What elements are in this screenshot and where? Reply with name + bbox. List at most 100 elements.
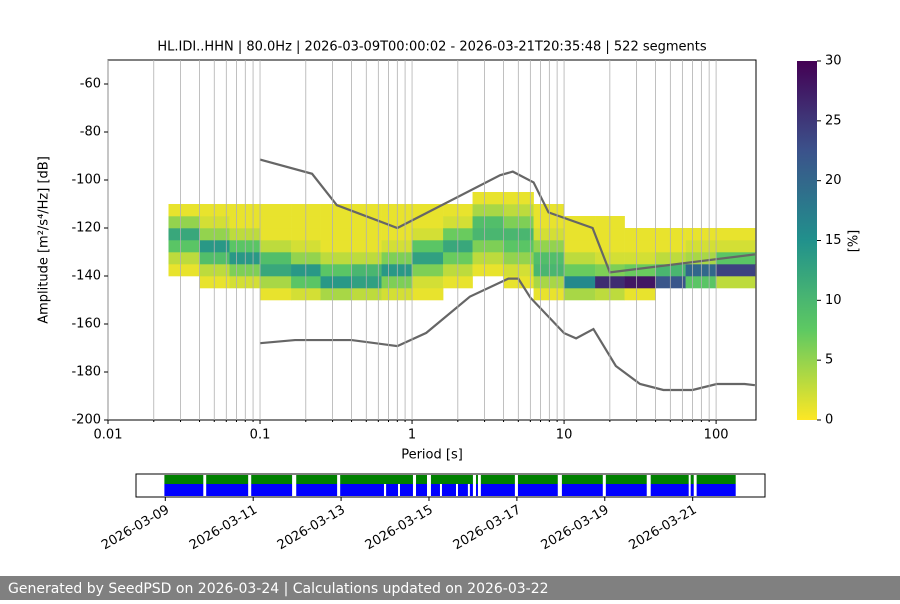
heat-cell xyxy=(716,264,756,277)
heat-cell xyxy=(320,264,352,277)
y-tick-label: -100 xyxy=(71,173,101,188)
availability-segment xyxy=(517,484,558,496)
availability-segment xyxy=(690,484,694,496)
availability-segment xyxy=(441,484,456,496)
heat-cell xyxy=(412,228,444,241)
availability-segment xyxy=(561,475,603,484)
heat-cell xyxy=(168,216,200,229)
x-tick-label: 0.01 xyxy=(94,428,123,443)
availability-segment xyxy=(469,484,473,496)
colorbar-tick-label: 25 xyxy=(825,113,842,128)
availability-segment xyxy=(605,475,647,484)
availability-segment xyxy=(430,484,440,496)
heat-cell xyxy=(503,216,534,229)
availability-segment xyxy=(164,484,204,496)
heat-cell xyxy=(351,204,382,217)
heat-cell xyxy=(260,276,292,289)
availability-segment xyxy=(561,484,603,496)
availability-segment xyxy=(399,484,413,496)
availability-segment xyxy=(206,475,249,484)
availability-segment xyxy=(650,484,689,496)
heat-cell xyxy=(564,276,596,289)
y-tick-label: -180 xyxy=(71,365,101,380)
heat-cell xyxy=(564,264,596,277)
heat-cell xyxy=(503,204,534,217)
heat-cell xyxy=(472,204,504,217)
x-tick-label: 2026-03-09 xyxy=(99,503,172,554)
y-tick-label: -80 xyxy=(80,125,101,140)
availability-segment xyxy=(475,484,478,496)
heat-cell xyxy=(412,264,444,277)
heat-cell xyxy=(351,276,382,289)
availability-segment xyxy=(340,475,413,484)
availability-segment xyxy=(416,475,428,484)
availability-segment xyxy=(690,475,694,484)
heat-cell xyxy=(320,288,352,301)
y-tick-label: -160 xyxy=(71,317,101,332)
heat-cell xyxy=(260,264,292,277)
colorbar-label: [%] xyxy=(847,230,862,253)
heat-cell xyxy=(168,264,200,277)
heat-cell xyxy=(716,228,756,241)
y-tick-label: -140 xyxy=(71,269,101,284)
heat-cell xyxy=(412,276,444,289)
heat-cell xyxy=(168,252,200,265)
heat-cell xyxy=(412,288,444,301)
availability-segment xyxy=(416,484,428,496)
heat-cell xyxy=(503,264,534,277)
heat-cell xyxy=(412,204,444,217)
heat-cell xyxy=(564,288,596,301)
y-tick-label: -120 xyxy=(71,221,101,236)
availability-segment xyxy=(386,484,399,496)
heat-cell xyxy=(351,240,382,253)
heat-cell xyxy=(412,216,444,229)
heat-cell xyxy=(472,264,504,277)
availability-segment xyxy=(605,484,647,496)
x-tick-label: 1 xyxy=(408,428,416,443)
availability-segment xyxy=(480,475,515,484)
heat-cell xyxy=(624,276,656,289)
heat-cell xyxy=(564,252,596,265)
heat-cell xyxy=(260,204,292,217)
colorbar-tick-label: 10 xyxy=(825,293,842,308)
footer-bar xyxy=(0,576,900,600)
heat-cell xyxy=(199,252,230,265)
heat-cell xyxy=(260,240,292,253)
heat-cell xyxy=(472,216,504,229)
heat-cell xyxy=(655,264,686,277)
heat-cell xyxy=(472,192,504,205)
heat-cell xyxy=(351,288,382,301)
x-tick-label: 2026-03-13 xyxy=(275,503,348,554)
heat-cell xyxy=(260,228,292,241)
x-axis-label: Period [s] xyxy=(401,448,463,463)
heat-cell xyxy=(472,240,504,253)
colorbar xyxy=(797,61,817,420)
footer-text: Generated by SeedPSD on 2026-03-24 | Cal… xyxy=(8,581,549,597)
y-tick-label: -200 xyxy=(71,413,101,428)
heat-cell xyxy=(199,204,230,217)
x-tick-label: 0.1 xyxy=(250,428,271,443)
heat-cell xyxy=(351,216,382,229)
heat-cell xyxy=(351,228,382,241)
heat-cell xyxy=(168,240,200,253)
availability-segment xyxy=(650,475,689,484)
heat-cell xyxy=(624,228,656,241)
availability-segment xyxy=(517,475,558,484)
heat-cell xyxy=(412,240,444,253)
heat-cell xyxy=(168,228,200,241)
heat-cell xyxy=(199,264,230,277)
timeline-frame xyxy=(135,473,766,498)
heat-cell xyxy=(351,252,382,265)
heat-cell xyxy=(624,252,656,265)
heat-cell xyxy=(503,192,534,205)
availability-segment xyxy=(480,484,515,496)
heat-cell xyxy=(503,240,534,253)
availability-segment xyxy=(164,475,204,484)
heat-cell xyxy=(199,228,230,241)
heat-cell xyxy=(260,252,292,265)
heat-cell xyxy=(655,252,686,265)
x-tick-label: 2026-03-15 xyxy=(363,503,436,554)
availability-segment xyxy=(206,484,249,496)
x-tick-label: 2026-03-11 xyxy=(187,503,260,554)
